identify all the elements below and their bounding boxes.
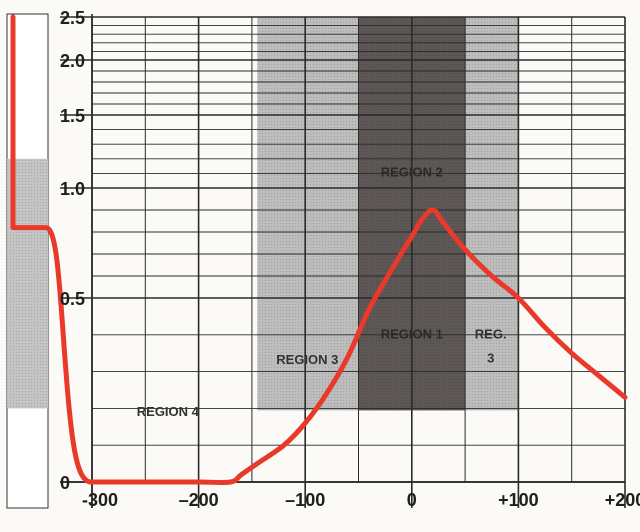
y-tick-label: 1.5: [60, 106, 85, 126]
y-tick-label: 0: [60, 473, 70, 493]
x-tick-label: 0: [407, 490, 417, 510]
y-tick-label: 2.0: [60, 51, 85, 71]
region-label: REGION 4: [137, 404, 200, 419]
grid: [60, 14, 626, 508]
region-label: REGION 3: [276, 352, 338, 367]
x-tick-label: –200: [179, 490, 219, 510]
region-band-texture: [465, 17, 519, 411]
strip-step-line: [10, 14, 95, 485]
tick-labels: 0 0.5 1.0 1.5 2.0 2.5 -300 –200 –100 0 +100 +200: [60, 8, 640, 510]
region-band-texture: [257, 17, 359, 411]
region-label: REG. 3: [475, 326, 507, 365]
y-tick-label: 0.5: [60, 289, 85, 309]
series-line: [89, 207, 628, 486]
y-tick-label: 2.5: [60, 8, 85, 28]
x-tick-label: +200: [605, 490, 640, 510]
region-labels: REGION 4 REGION 3 REGION 2 REGION 1 REG. 3: [137, 164, 507, 418]
data-curves: [10, 14, 628, 486]
x-tick-label: +100: [498, 490, 539, 510]
region-label: REGION 1: [381, 326, 443, 341]
y-tick-label: 1.0: [60, 179, 85, 199]
x-tick-label: -300: [82, 490, 118, 510]
region-label: REGION 2: [381, 164, 443, 179]
x-tick-label: –100: [285, 490, 325, 510]
